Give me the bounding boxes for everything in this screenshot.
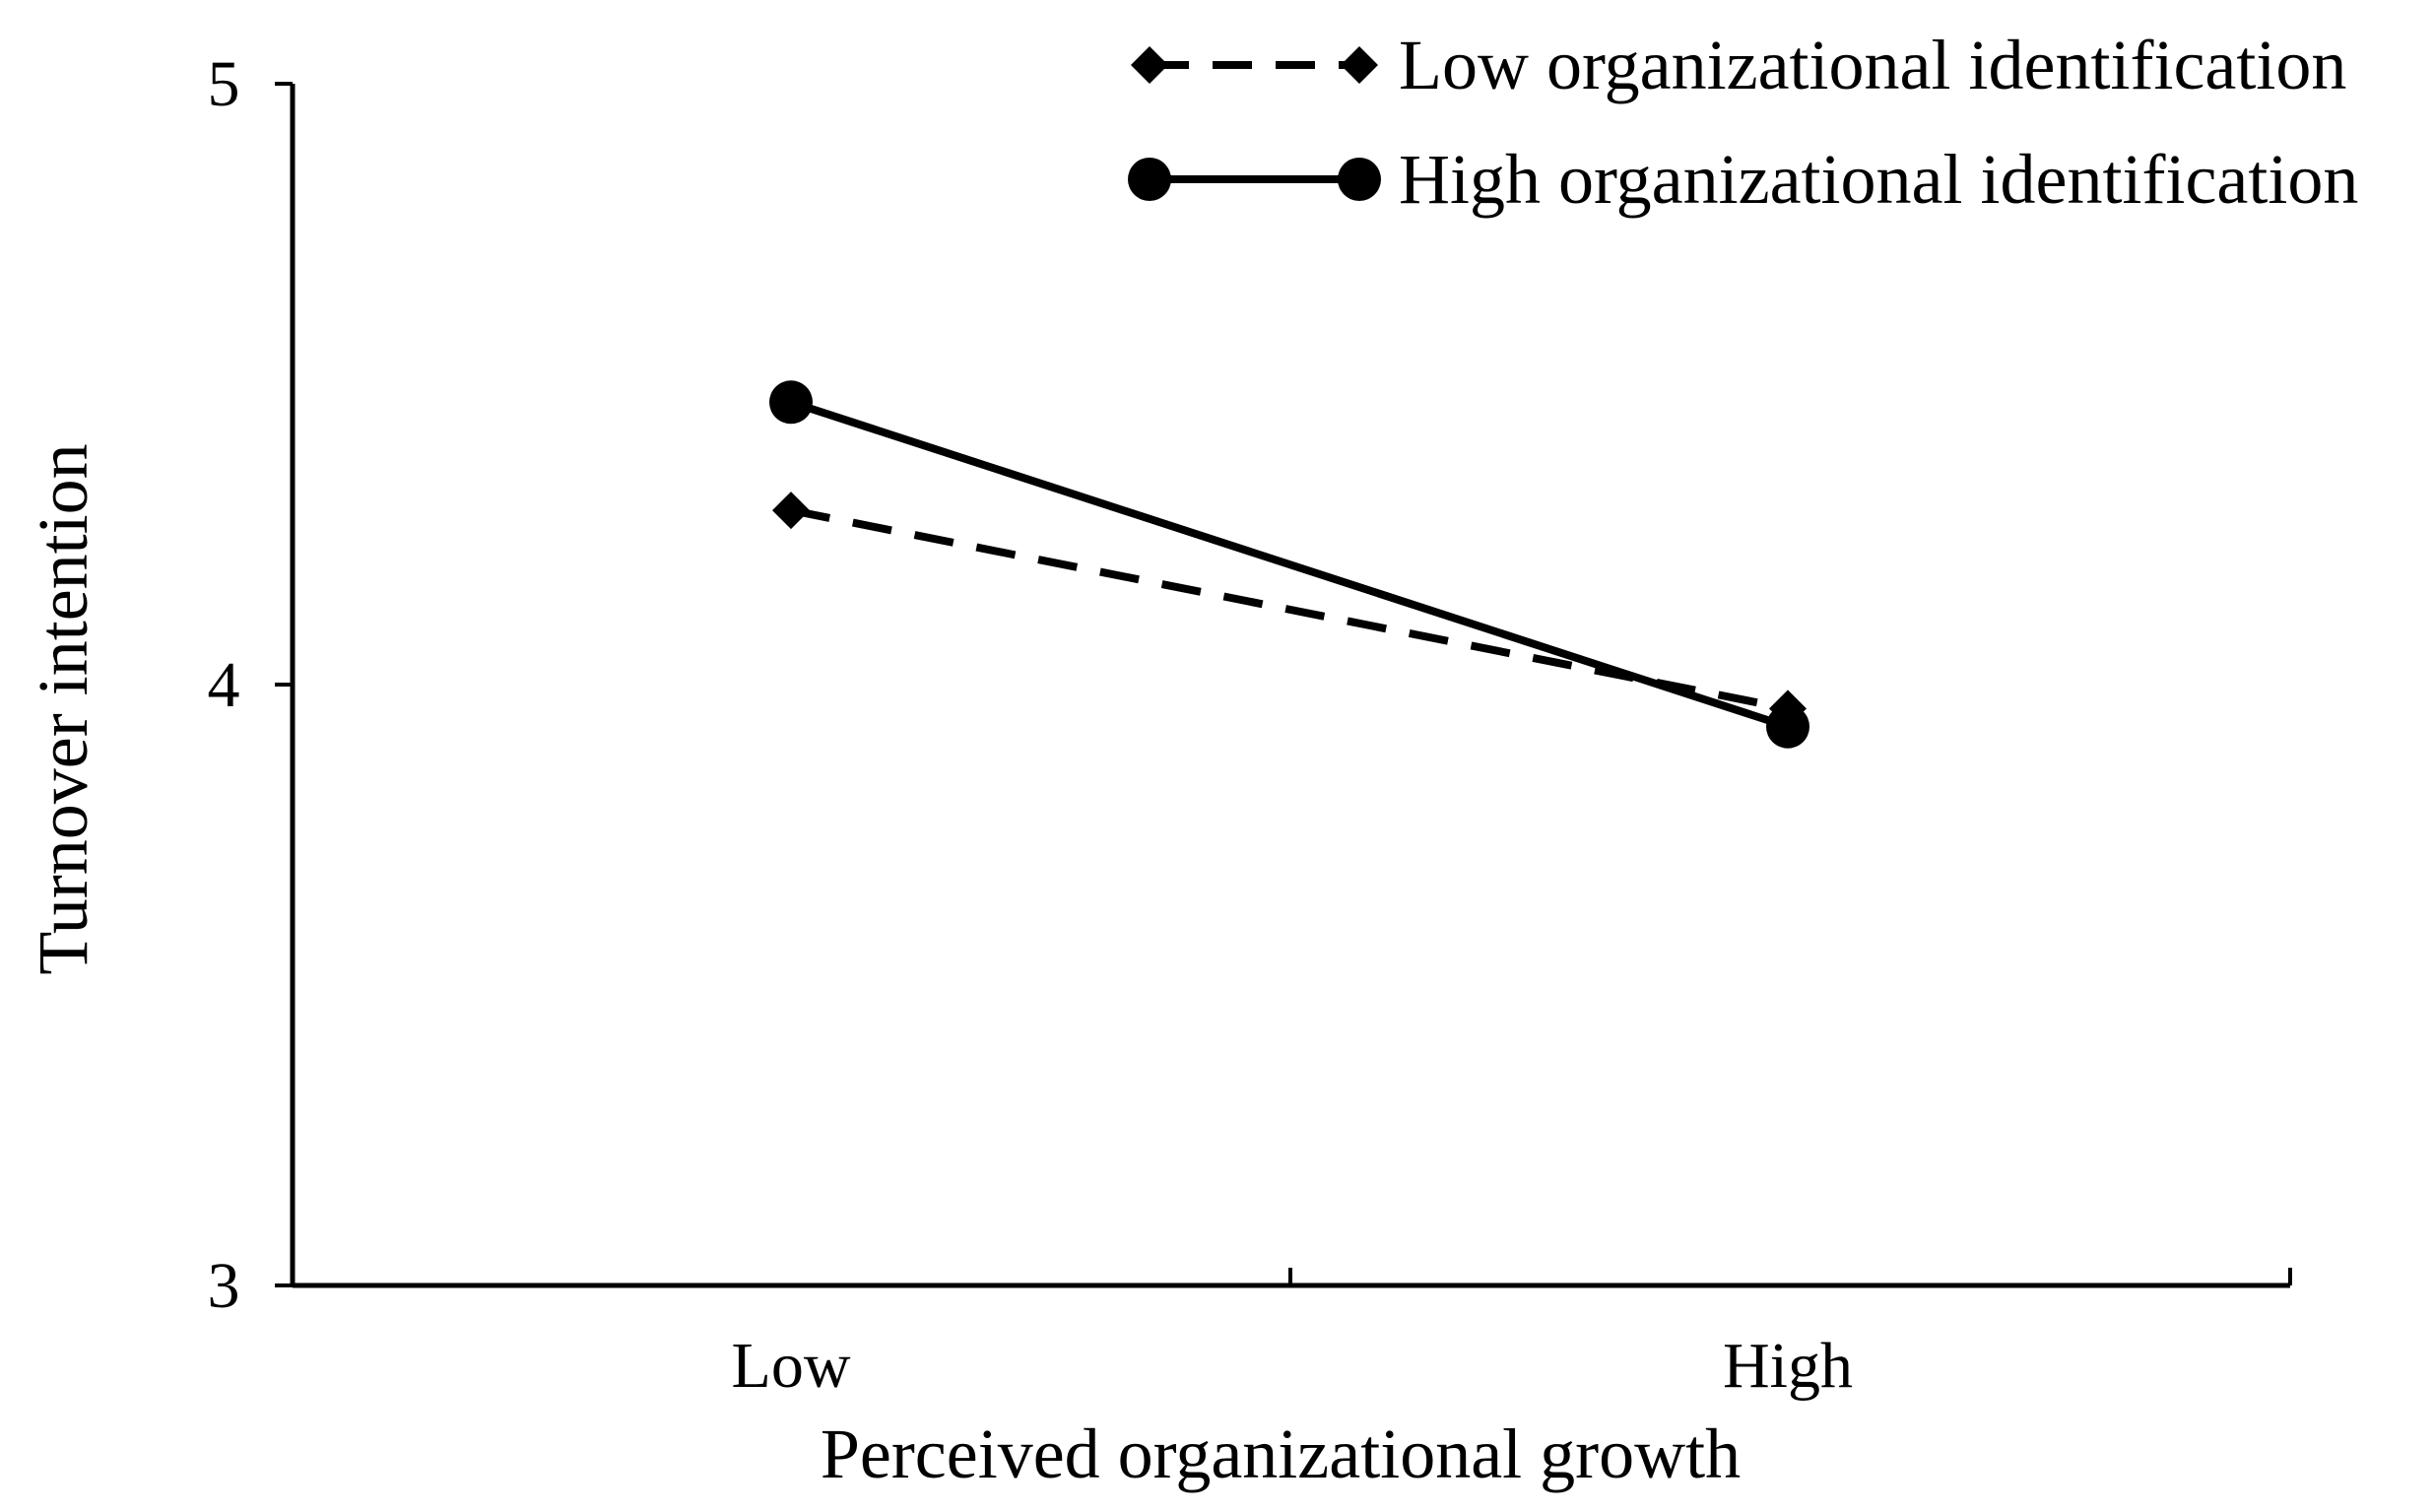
- data-point-high-identification-high: [1766, 704, 1809, 749]
- x-axis-tick-labels: Low High: [732, 1330, 1853, 1402]
- legend-marker-start-low-identification: [1131, 46, 1168, 84]
- data-point-low-identification-low: [772, 492, 810, 530]
- legend-marker-end-low-identification: [1341, 46, 1378, 84]
- y-tick-label-4: 4: [208, 649, 240, 721]
- series-high-identification: [769, 380, 1809, 749]
- legend-marker-start-high-identification: [1128, 158, 1171, 201]
- y-axis-tick-labels: 3 4 5: [208, 48, 240, 1322]
- x-axis-title: Perceived organizational growth: [821, 1414, 1741, 1493]
- series-layer: [769, 380, 1809, 749]
- y-tick-label-3: 3: [208, 1250, 240, 1322]
- series-line-high-identification: [789, 398, 1790, 731]
- legend-item-high-identification: High organizational identification: [1128, 140, 2358, 219]
- legend: Low organizational identification High or…: [1128, 26, 2358, 219]
- y-axis-ticks: [275, 82, 293, 1287]
- y-tick-label-5: 5: [208, 48, 240, 120]
- y-axis-title: Turnover intention: [24, 443, 102, 974]
- series-low-identification: [772, 492, 1807, 728]
- x-tick-label-low: Low: [732, 1330, 851, 1402]
- x-tick-label-high: High: [1723, 1330, 1853, 1402]
- legend-marker-end-high-identification: [1338, 158, 1381, 201]
- data-point-high-identification-low: [769, 380, 813, 425]
- legend-label-high-identification: High organizational identification: [1399, 140, 2358, 219]
- legend-label-low-identification: Low organizational identification: [1399, 26, 2346, 104]
- legend-item-low-identification: Low organizational identification: [1131, 26, 2346, 104]
- x-axis-ticks: [1288, 1268, 2292, 1285]
